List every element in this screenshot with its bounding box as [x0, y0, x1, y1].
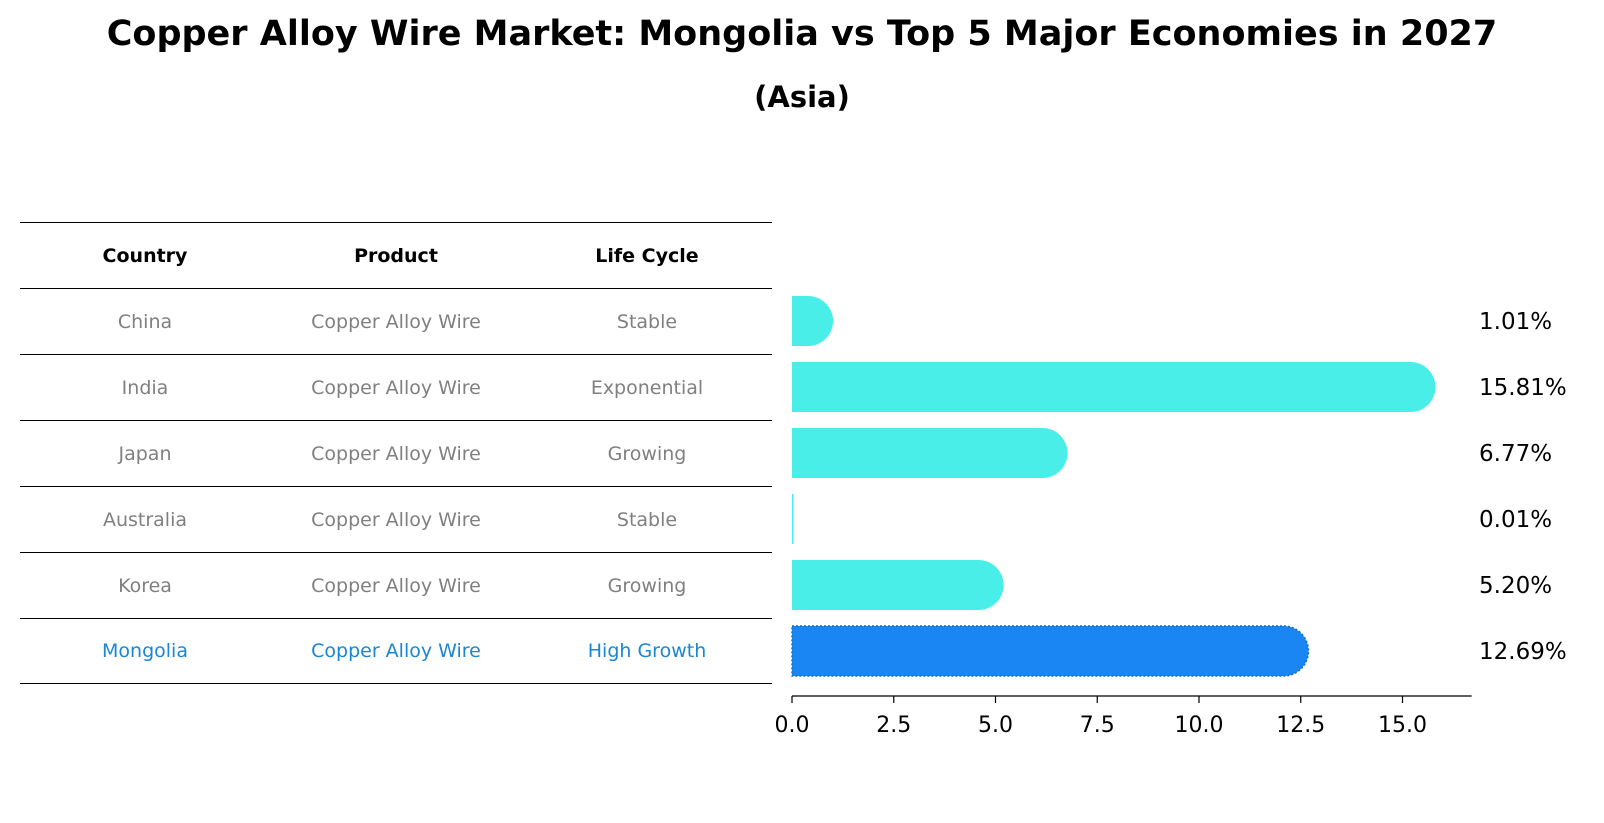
bar-korea	[792, 560, 1004, 610]
cell-country: China	[117, 310, 173, 333]
cell-life-cycle: High Growth	[587, 640, 707, 662]
cell-product: Copper Alloy Wire	[311, 376, 481, 399]
data-label: 15.81%	[1479, 375, 1567, 401]
cell-life-cycle: Exponential	[590, 376, 704, 399]
x-tick-label: 2.5	[876, 713, 911, 738]
table-row: India Copper Alloy Wire Exponential	[20, 354, 772, 420]
cell-life-cycle: Growing	[607, 574, 687, 597]
table-header-row: Country Product Life Cycle	[20, 222, 772, 288]
cell-life-cycle: Stable	[616, 508, 678, 531]
cell-product: Copper Alloy Wire	[311, 508, 481, 531]
x-tick-label: 12.5	[1276, 713, 1325, 738]
data-label: 12.69%	[1479, 639, 1567, 665]
cell-life-cycle: Growing	[607, 442, 687, 465]
header-country: Country	[102, 244, 188, 267]
table-row: Australia Copper Alloy Wire Stable	[20, 486, 772, 552]
header-life-cycle: Life Cycle	[595, 244, 699, 267]
x-tick-label: 7.5	[1080, 713, 1115, 738]
cell-life-cycle: Stable	[616, 310, 678, 333]
bar-australia	[792, 494, 794, 544]
x-tick-label: 10.0	[1175, 713, 1224, 738]
cell-product: Copper Alloy Wire	[311, 442, 481, 465]
table-row: Korea Copper Alloy Wire Growing	[20, 552, 772, 618]
header-product: Product	[354, 244, 438, 267]
x-tick-label: 0.0	[775, 713, 810, 738]
bar-india	[792, 362, 1436, 412]
cell-country: Mongolia	[102, 640, 188, 662]
table-row: Japan Copper Alloy Wire Growing	[20, 420, 772, 486]
x-tick-label: 15.0	[1378, 713, 1427, 738]
data-table: Country Product Life Cycle China Copper …	[20, 222, 772, 684]
data-label: 6.77%	[1479, 441, 1552, 467]
data-label: 5.20%	[1479, 573, 1552, 599]
bar-mongolia	[791, 625, 1310, 677]
cell-country: Korea	[118, 574, 172, 597]
cell-country: Australia	[102, 508, 188, 531]
cell-country: India	[121, 376, 169, 399]
data-label: 1.01%	[1479, 309, 1552, 335]
cell-product: Copper Alloy Wire	[311, 640, 481, 662]
cell-product: Copper Alloy Wire	[311, 574, 481, 597]
data-label: 0.01%	[1479, 507, 1552, 533]
bar-japan	[792, 428, 1068, 478]
bar-china	[792, 296, 834, 346]
cell-country: Japan	[118, 442, 172, 465]
x-tick-label: 5.0	[978, 713, 1013, 738]
table-row-highlighted: Mongolia Copper Alloy Wire High Growth	[20, 618, 772, 684]
cell-product: Copper Alloy Wire	[311, 310, 481, 333]
chart-title: Copper Alloy Wire Market: Mongolia vs To…	[106, 14, 1498, 54]
table-row: China Copper Alloy Wire Stable	[20, 288, 772, 354]
chart-subtitle: (Asia)	[754, 80, 850, 114]
